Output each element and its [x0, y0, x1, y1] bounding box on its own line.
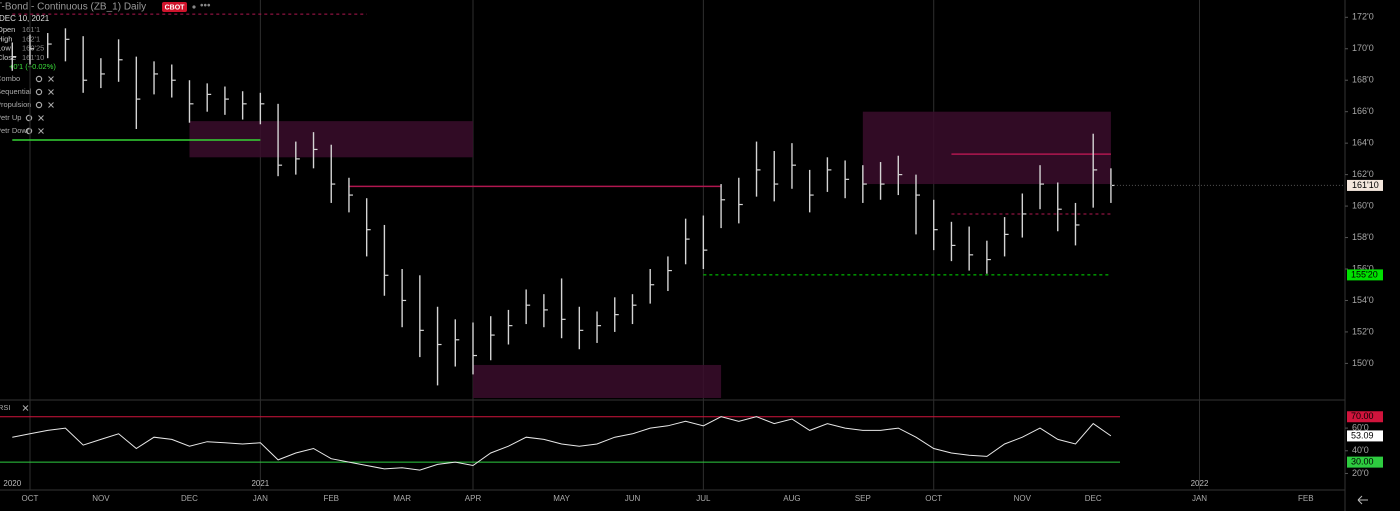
y-tick-label: 158'0	[1352, 232, 1374, 242]
price-badge	[1347, 179, 1383, 191]
x-tick-label: FEB	[323, 494, 339, 503]
x-tick-label: JUL	[696, 494, 711, 503]
zone	[862, 111, 1111, 185]
y-tick-label: 168'0	[1352, 75, 1374, 85]
level-badge-label: 30.00	[1351, 456, 1374, 466]
remove-icon[interactable]	[48, 76, 54, 82]
remove-icon[interactable]	[38, 115, 44, 121]
x-tick-label: OCT	[925, 494, 942, 503]
settings-icon[interactable]	[25, 114, 33, 122]
settings-icon[interactable]	[35, 101, 43, 109]
y-tick-label: 166'0	[1352, 106, 1374, 116]
settings-icon[interactable]	[25, 127, 33, 135]
indicator-name: Combo	[0, 74, 20, 83]
x-tick-label: JAN	[253, 494, 268, 503]
rsi-badge-label: 53.09	[1351, 430, 1374, 440]
indicator-name: Petr Down	[0, 126, 31, 135]
x-tick-label: SEP	[855, 494, 871, 503]
y-tick-label: 154'0	[1352, 295, 1374, 305]
x-tick-label: DEC	[1085, 494, 1102, 503]
x-tick-label: OCT	[22, 494, 39, 503]
rsi-line	[12, 416, 1112, 471]
y-tick-label: 162'0	[1352, 169, 1374, 179]
ohlc-value: 161'1	[22, 25, 40, 34]
x-tick-label: APR	[465, 494, 482, 503]
x-tick-label: NOV	[92, 494, 110, 503]
y-tick-label: 172'0	[1352, 12, 1374, 22]
indicator-name: Propulsion	[0, 100, 31, 109]
y-tick-label: 164'0	[1352, 138, 1374, 148]
date: DEC 10, 2021	[0, 14, 50, 23]
rsi-title: RSI	[0, 403, 11, 412]
change: +0'1 (+0.02%)	[9, 62, 56, 71]
ohlc-name: Close	[0, 53, 16, 62]
level-badge	[1347, 411, 1383, 423]
remove-icon[interactable]	[22, 405, 29, 411]
year-label: 2022	[1191, 479, 1209, 488]
status-dot	[192, 5, 196, 9]
settings-icon[interactable]	[35, 75, 43, 83]
scroll-back[interactable]	[1357, 495, 1368, 505]
remove-icon[interactable]	[48, 89, 54, 95]
ohlc-value: 162'1	[22, 34, 40, 43]
menu-dots[interactable]: •••	[200, 1, 211, 12]
ohlc-value: 160'25	[22, 44, 44, 53]
exchange: CBOT	[165, 4, 186, 11]
x-tick-label: MAR	[393, 494, 411, 503]
y-tick-label: 20'0	[1352, 468, 1369, 478]
zone	[473, 364, 722, 398]
level-badge-label: 70.00	[1351, 411, 1374, 421]
x-tick-label: AUG	[783, 494, 800, 503]
x-tick-label: NOV	[1014, 494, 1032, 503]
ohlc-name: Open	[0, 25, 15, 34]
x-tick-label: JUN	[625, 494, 641, 503]
price-badge-label: 155'20	[1351, 269, 1378, 279]
y-tick-label: 160'0	[1352, 200, 1374, 210]
year-label: 2020	[3, 479, 21, 488]
remove-icon[interactable]	[38, 128, 44, 134]
price-badge-label: 161'10	[1352, 180, 1379, 190]
x-tick-label: DEC	[181, 494, 198, 503]
chart-title: T-Bond - Continuous (ZB_1) Daily	[0, 2, 146, 13]
y-tick-label: 156'0	[1352, 263, 1374, 273]
x-tick-label: MAY	[553, 494, 570, 503]
x-tick-label: FEB	[1298, 494, 1314, 503]
year-label: 2021	[251, 479, 269, 488]
price-badge	[1347, 269, 1383, 281]
remove-icon[interactable]	[48, 102, 54, 108]
y-tick-label: 150'0	[1352, 358, 1374, 368]
exchange-badge	[162, 2, 187, 12]
header: T-Bond - Continuous (ZB_1) Daily CBOT ••…	[0, 1, 211, 135]
rsi-badge	[1347, 430, 1383, 442]
ohlc-name: Low	[0, 44, 11, 53]
x-tick-label: JAN	[1192, 494, 1207, 503]
ohlc-value: 161'10	[22, 53, 44, 62]
settings-icon[interactable]	[35, 88, 43, 96]
y-tick-label: 152'0	[1352, 326, 1374, 336]
y-tick-label: 60'0	[1352, 422, 1369, 432]
y-tick-label: 170'0	[1352, 43, 1374, 53]
level-badge	[1347, 456, 1383, 468]
indicator-name: Petr Up	[0, 113, 21, 122]
indicator-name: Sequential	[0, 87, 32, 96]
y-tick-label: 40'0	[1352, 445, 1369, 455]
ohlc-name: High	[0, 34, 12, 43]
